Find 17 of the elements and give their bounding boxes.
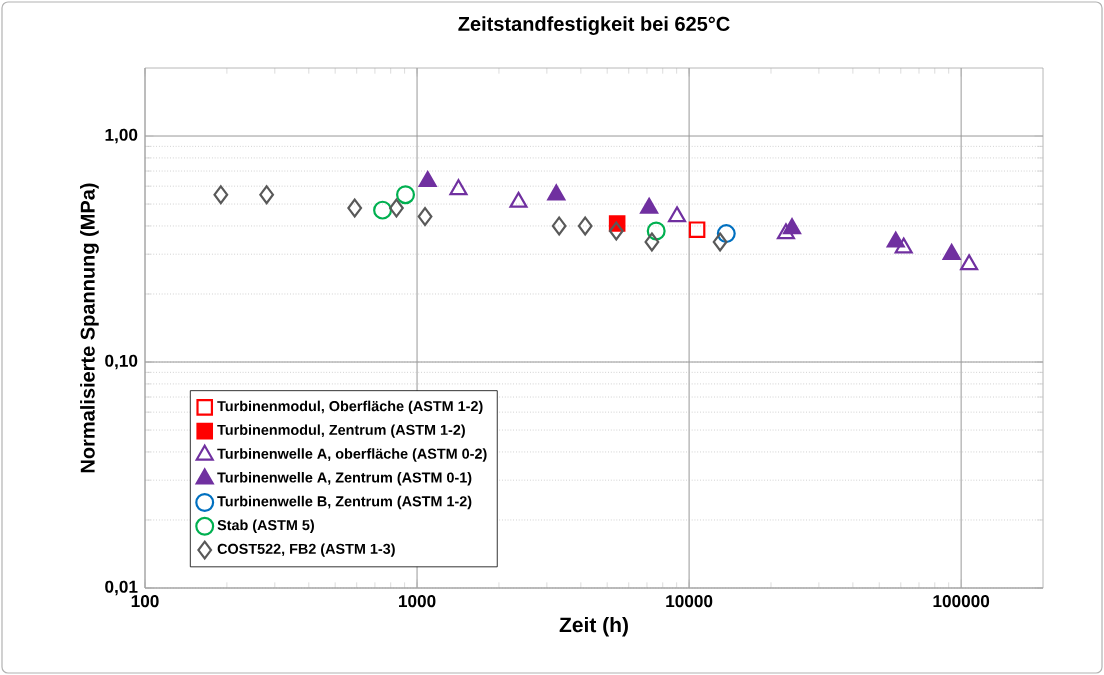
- legend-label: Turbinenwelle A, Zentrum (ASTM 0-1): [217, 472, 472, 486]
- legend-label: Turbinenmodul, Zentrum (ASTM 1-2): [217, 424, 465, 438]
- x-tick-label: 100: [131, 595, 159, 608]
- y-axis-title: Normalisierte Spannung (MPa): [80, 183, 99, 473]
- x-tick-label: 10000: [666, 595, 713, 608]
- y-tick-label: 0,01: [105, 580, 138, 596]
- y-tick-label: 1,00: [105, 128, 138, 144]
- legend-label: Turbinenmodul, Oberfläche (ASTM 1-2): [217, 400, 483, 415]
- legend-label: Stab (ASTM 5): [217, 519, 314, 534]
- x-axis-title: Zeit (h): [559, 616, 628, 637]
- legend-label: Turbinenwelle B, Zentrum (ASTM 1-2): [217, 495, 472, 510]
- y-tick-label: 0,10: [105, 354, 138, 370]
- x-tick-label: 1000: [399, 595, 436, 608]
- legend-label: COST522, FB2 (ASTM 1-3): [217, 543, 395, 557]
- legend-label: Turbinenwelle A, oberfläche (ASTM 0-2): [217, 448, 487, 462]
- chart-title: Zeitstandfestigkeit bei 625°C: [458, 16, 730, 36]
- x-tick-label: 100000: [933, 595, 990, 608]
